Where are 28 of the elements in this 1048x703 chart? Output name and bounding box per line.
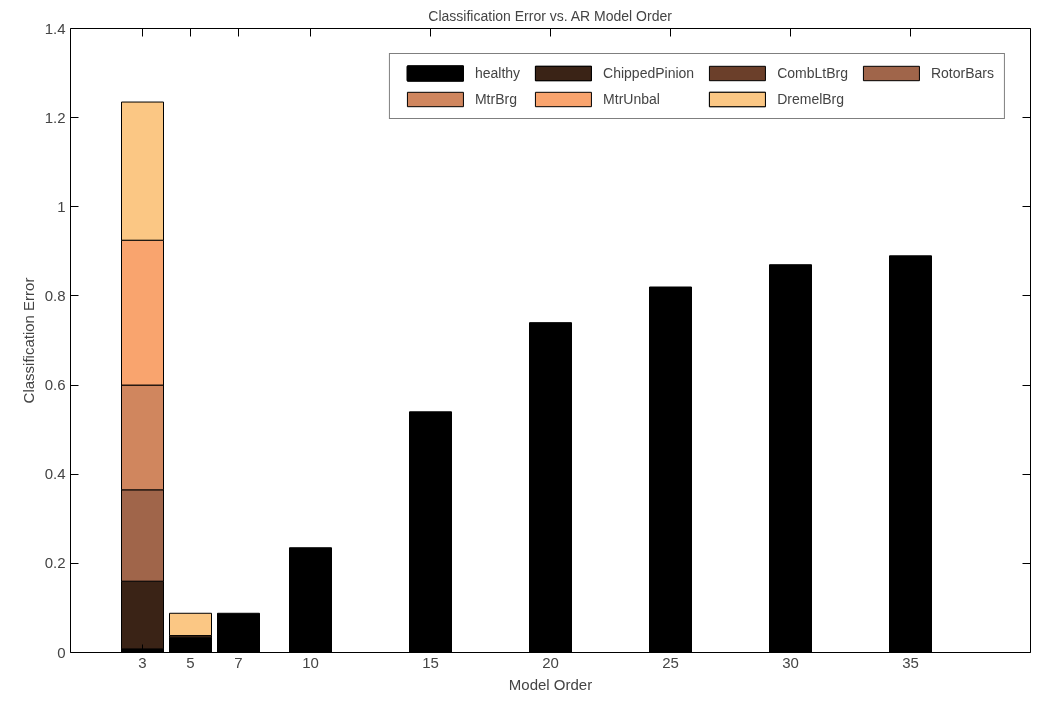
x-tick-label: 5 (186, 653, 195, 671)
legend-label: MtrBrg (474, 91, 517, 107)
y-tick-label: 1.4 (44, 19, 66, 37)
x-tick-label: 3 (138, 653, 147, 671)
y-tick-label: 1 (57, 197, 66, 215)
x-tick-label: 7 (234, 653, 243, 671)
x-tick-label: 15 (422, 653, 439, 671)
x-tick-label: 10 (302, 653, 319, 671)
x-tick-label: 20 (542, 653, 559, 671)
legend-label: CombLtBrg (777, 65, 848, 81)
y-tick-label: 0.4 (44, 465, 66, 483)
y-tick-label: 0.6 (44, 376, 66, 394)
legend-label: healthy (474, 65, 521, 81)
x-tick-label: 25 (662, 653, 679, 671)
y-axis-title: Classification Error (19, 277, 37, 404)
legend-label: ChippedPinion (603, 65, 695, 81)
x-tick-label: 35 (902, 653, 919, 671)
x-axis-title: Model Order (508, 675, 593, 693)
legend-label: RotorBars (930, 65, 994, 81)
legend-label: MtrUnbal (603, 91, 660, 107)
x-tick-label: 30 (782, 653, 799, 671)
y-tick-label: 0 (57, 643, 66, 661)
bar (169, 612, 212, 637)
y-tick-label: 0.2 (44, 554, 66, 572)
chart-title: Classification Error vs. AR Model Order (428, 7, 673, 24)
y-tick-label: 0.8 (44, 286, 66, 304)
legend-label: DremelBrg (777, 91, 845, 107)
y-tick-label: 1.2 (44, 108, 66, 126)
